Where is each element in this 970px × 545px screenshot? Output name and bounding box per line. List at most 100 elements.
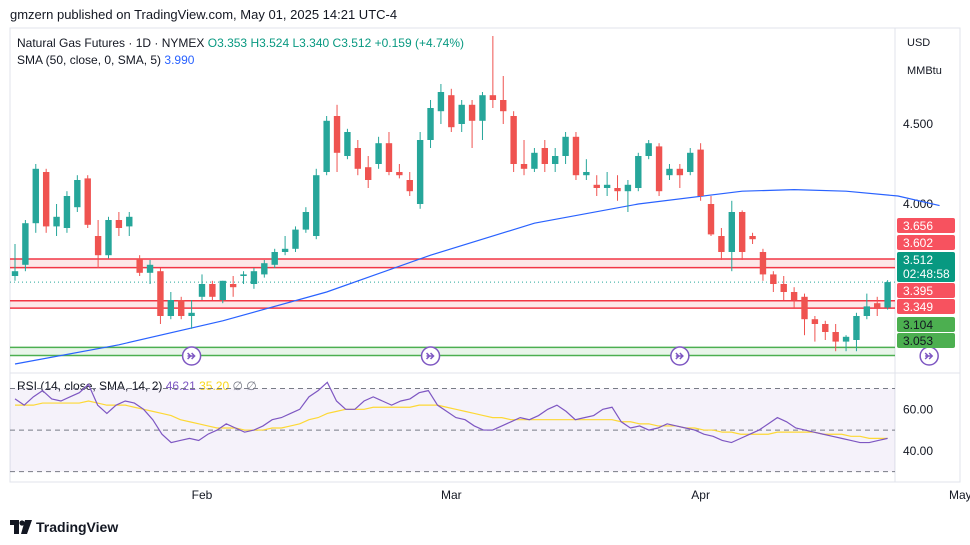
candle-body[interactable]	[707, 204, 715, 235]
candle-body[interactable]	[583, 172, 590, 176]
change-value: +0.159 (+4.74%)	[374, 36, 464, 50]
candle-body[interactable]	[655, 146, 663, 192]
candle-body[interactable]	[281, 248, 289, 252]
candle-body[interactable]	[603, 184, 611, 188]
rsi-tick-label: 60.00	[903, 402, 933, 416]
candle-body[interactable]	[302, 212, 310, 230]
candle-body[interactable]	[178, 300, 185, 316]
candle-body[interactable]	[645, 143, 652, 156]
candle-body[interactable]	[738, 212, 746, 252]
candle-body[interactable]	[292, 229, 299, 249]
candle-body[interactable]	[375, 143, 382, 164]
tradingview-brand[interactable]: TradingView	[10, 519, 118, 535]
candle-body[interactable]	[562, 136, 569, 156]
candle-body[interactable]	[759, 252, 767, 275]
candle-body[interactable]	[770, 274, 777, 284]
candle-body[interactable]	[63, 196, 71, 228]
unit-label[interactable]: MMBtu	[907, 65, 942, 77]
candle-body[interactable]	[853, 316, 860, 340]
candle-body[interactable]	[32, 168, 39, 224]
axis-label-box	[897, 317, 955, 332]
candle-body[interactable]	[458, 104, 465, 124]
candle-body[interactable]	[333, 116, 341, 153]
candle-body[interactable]	[697, 149, 704, 196]
candle-body[interactable]	[219, 280, 226, 300]
currency-label[interactable]: USD	[907, 37, 931, 49]
candle-body[interactable]	[261, 263, 268, 275]
candle-body[interactable]	[396, 172, 403, 176]
candle-body[interactable]	[188, 312, 195, 316]
price-tick-label: 4.500	[903, 117, 933, 131]
candle-body[interactable]	[780, 284, 787, 292]
candle-body[interactable]	[22, 223, 29, 265]
candle-body[interactable]	[365, 167, 372, 180]
symbol-name[interactable]: Natural Gas Futures · 1D · NYMEX	[17, 36, 205, 50]
rsi-line	[14, 381, 888, 444]
candle-body[interactable]	[167, 300, 175, 316]
candle-body[interactable]	[624, 184, 632, 192]
candle-body[interactable]	[832, 332, 839, 342]
candle-body[interactable]	[718, 236, 725, 252]
candle-body[interactable]	[416, 140, 424, 204]
axis-label-box	[897, 299, 955, 314]
candle-body[interactable]	[541, 148, 548, 164]
candle-body[interactable]	[74, 180, 81, 208]
candle-body[interactable]	[354, 148, 362, 169]
candle-body[interactable]	[884, 282, 891, 308]
candle-body[interactable]	[614, 188, 621, 192]
candle-body[interactable]	[822, 324, 829, 332]
sma-label[interactable]: SMA (50, close, 0, SMA, 5)	[17, 53, 162, 67]
candle-body[interactable]	[198, 284, 206, 297]
candle-body[interactable]	[126, 216, 133, 227]
candle-body[interactable]	[728, 212, 735, 252]
candle-body[interactable]	[479, 95, 486, 121]
candle-body[interactable]	[42, 172, 50, 227]
candle-body[interactable]	[427, 108, 434, 140]
candle-body[interactable]	[510, 116, 517, 164]
candle-body[interactable]	[437, 92, 445, 112]
candle-body[interactable]	[749, 236, 756, 240]
candle-body[interactable]	[520, 164, 528, 169]
candle-body[interactable]	[687, 152, 694, 172]
candle-body[interactable]	[209, 284, 216, 297]
candle-body[interactable]	[11, 271, 19, 276]
candle-body[interactable]	[53, 216, 60, 227]
candle-body[interactable]	[105, 220, 112, 256]
candle-body[interactable]	[146, 264, 154, 273]
candle-body[interactable]	[842, 336, 850, 342]
candle-body[interactable]	[593, 184, 600, 188]
candle-body[interactable]	[666, 168, 673, 176]
candle-body[interactable]	[676, 168, 684, 176]
candle-body[interactable]	[448, 95, 455, 128]
candle-body[interactable]	[572, 136, 580, 176]
candle-body[interactable]	[94, 236, 102, 256]
candle-body[interactable]	[385, 143, 393, 172]
candle-body[interactable]	[468, 104, 476, 121]
candle-body[interactable]	[323, 120, 330, 172]
candle-body[interactable]	[635, 156, 642, 188]
candle-body[interactable]	[157, 271, 164, 316]
candle-body[interactable]	[531, 152, 538, 169]
candle-body[interactable]	[406, 180, 413, 192]
candle-body[interactable]	[240, 274, 247, 276]
candle-body[interactable]	[500, 100, 507, 112]
candle-body[interactable]	[489, 95, 497, 100]
event-arrow-icon	[924, 352, 934, 360]
candle-body[interactable]	[229, 284, 237, 288]
candle-body[interactable]	[801, 296, 808, 320]
candle-body[interactable]	[115, 220, 123, 228]
candle-body[interactable]	[790, 292, 798, 300]
candle-body[interactable]	[250, 271, 258, 284]
candle-body[interactable]	[344, 132, 351, 156]
axis-label-text: 3.053	[903, 334, 933, 348]
candle-body[interactable]	[271, 252, 278, 265]
axis-label-text: 3.349	[903, 300, 933, 314]
candle-body[interactable]	[863, 306, 871, 316]
candle-body[interactable]	[313, 175, 320, 236]
candle-body[interactable]	[874, 303, 881, 308]
candle-body[interactable]	[84, 178, 91, 225]
candle-body[interactable]	[136, 258, 143, 273]
candle-body[interactable]	[551, 156, 559, 164]
candle-body[interactable]	[811, 319, 819, 324]
